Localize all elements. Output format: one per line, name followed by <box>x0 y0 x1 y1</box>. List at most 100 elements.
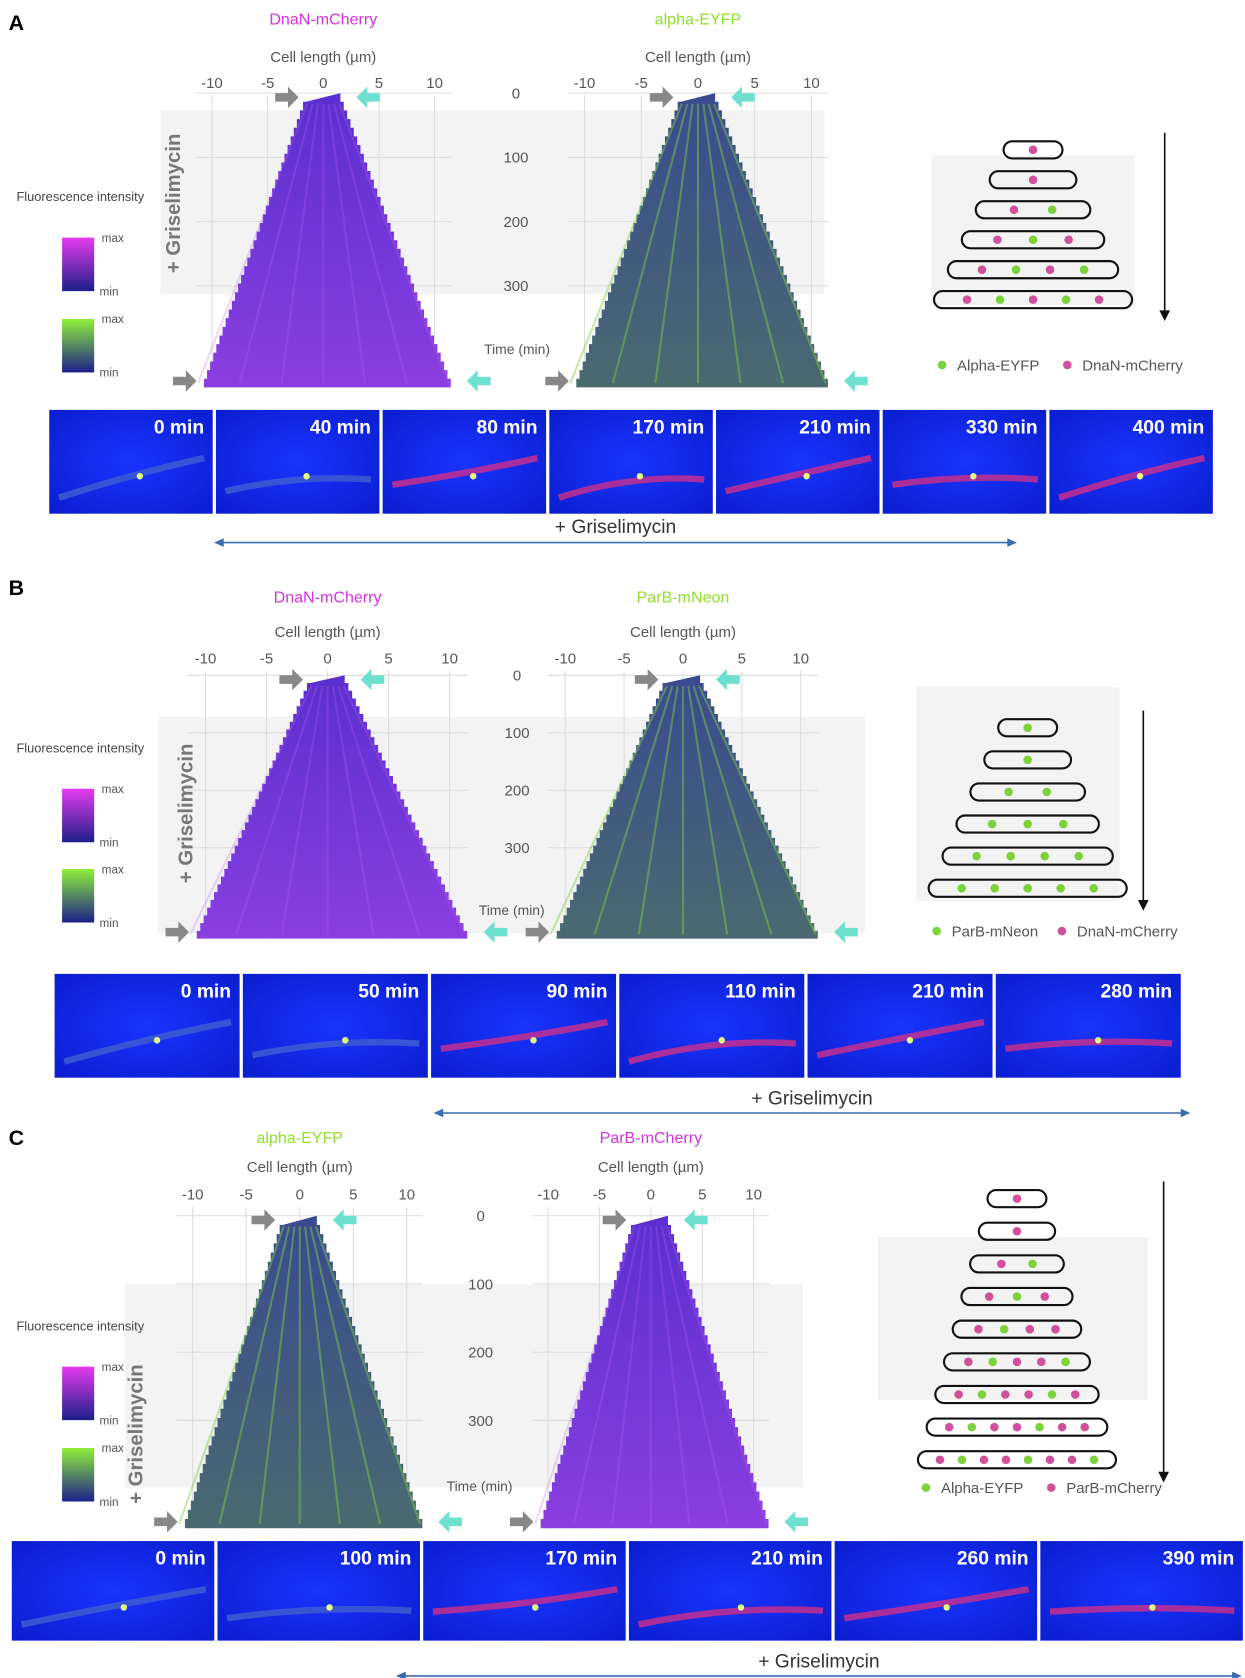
cell <box>918 1451 1116 1468</box>
spot <box>154 1037 160 1043</box>
intensity-title: Fluorescence intensity <box>16 189 144 204</box>
arrow <box>154 1511 178 1532</box>
x-tick-label: 5 <box>698 1187 706 1204</box>
focus <box>997 1260 1006 1269</box>
frame-time: 390 min <box>1163 1549 1235 1570</box>
timeline-label: + Griselimycin <box>758 1651 879 1672</box>
legend-label: DnaN-mCherry <box>1077 923 1178 940</box>
focus <box>1029 176 1038 185</box>
focus <box>1029 235 1038 244</box>
time-tick-label: 200 <box>505 783 530 800</box>
frame-time: 170 min <box>633 417 705 438</box>
focus <box>1095 295 1104 304</box>
time-tick-label: 200 <box>503 214 528 231</box>
time-tick-label: 300 <box>468 1413 493 1430</box>
spot <box>943 1604 949 1610</box>
kymo-title: DnaN-mCherry <box>274 589 382 607</box>
focus <box>957 884 966 893</box>
legend-label: ParB-mCherry <box>1066 1480 1162 1497</box>
arrow <box>684 1209 708 1230</box>
spot <box>1137 473 1143 479</box>
kymo-title: DnaN-mCherry <box>269 11 377 29</box>
focus <box>1029 146 1038 155</box>
focus <box>1061 1358 1070 1367</box>
legend-dot <box>932 927 941 936</box>
focus <box>1023 820 1032 829</box>
frame-time: 0 min <box>181 981 231 1002</box>
panel-label: C <box>9 1126 24 1150</box>
colorbar-max: max <box>102 232 124 245</box>
focus <box>978 1390 987 1399</box>
time-arrow-head <box>1138 900 1149 911</box>
kymo-title: ParB-mNeon <box>637 589 730 607</box>
x-tick-label: 5 <box>751 75 759 92</box>
x-tick-label: 10 <box>398 1187 415 1204</box>
x-tick-label: -5 <box>635 75 648 92</box>
focus <box>963 295 972 304</box>
spot <box>1149 1604 1155 1610</box>
spot <box>326 1604 332 1610</box>
intensity-title-text: Fluorescence intensity <box>16 740 144 755</box>
x-tick-label: -10 <box>537 1187 559 1204</box>
x-tick-label: 5 <box>384 651 392 668</box>
arrow <box>275 87 299 108</box>
focus <box>1013 1194 1022 1203</box>
treatment-label: + Griselimycin <box>163 134 185 274</box>
focus <box>1029 295 1038 304</box>
focus <box>978 265 987 274</box>
spot <box>719 1037 725 1043</box>
focus <box>1006 852 1015 861</box>
x-tick-label: 0 <box>679 651 687 668</box>
colorbar-max: max <box>102 783 124 796</box>
focus <box>1051 1325 1060 1334</box>
colorbar-min: min <box>100 367 119 380</box>
x-tick-label: 5 <box>375 75 383 92</box>
legend-dot <box>1047 1483 1056 1492</box>
focus <box>1064 235 1073 244</box>
arrow <box>361 669 385 690</box>
panel-label: A <box>9 11 24 35</box>
x-axis-label: Cell length (µm) <box>275 624 381 641</box>
focus <box>1080 1423 1089 1432</box>
focus <box>1074 852 1083 861</box>
time-tick-label: 300 <box>503 278 528 295</box>
frame-time: 0 min <box>154 417 204 438</box>
x-tick-label: 0 <box>296 1187 304 1204</box>
x-tick-label: -10 <box>574 75 596 92</box>
focus <box>1013 1227 1022 1236</box>
colorbar-min: min <box>100 285 119 298</box>
time-axis-label: Time (min) <box>447 1478 513 1494</box>
arrow <box>545 370 569 391</box>
colorbar <box>62 869 94 923</box>
kymo-title: ParB-mCherry <box>600 1129 703 1147</box>
colorbar-max: max <box>102 313 124 326</box>
frame-time: 170 min <box>545 1549 617 1570</box>
x-tick-label: 10 <box>792 651 809 668</box>
time-tick-label: 100 <box>468 1276 493 1293</box>
time-tick-label: 0 <box>476 1208 484 1225</box>
x-tick-label: -10 <box>201 75 223 92</box>
focus <box>1001 1390 1010 1399</box>
x-axis-label: Cell length (µm) <box>247 1159 353 1176</box>
focus <box>1068 1455 1077 1464</box>
spot <box>738 1604 744 1610</box>
x-tick-label: -5 <box>240 1187 253 1204</box>
spot <box>637 473 643 479</box>
focus <box>1037 1358 1046 1367</box>
legend-label: ParB-mNeon <box>952 923 1039 940</box>
spot <box>470 473 476 479</box>
treatment-label: + Griselimycin <box>176 744 198 884</box>
arrow <box>784 1511 808 1532</box>
focus <box>1042 788 1051 797</box>
focus <box>936 1455 945 1464</box>
kymo-title: alpha-EYFP <box>256 1129 343 1147</box>
time-axis-label: Time (min) <box>484 341 550 357</box>
frame-time: 40 min <box>310 417 371 438</box>
focus <box>993 235 1002 244</box>
focus <box>990 1423 999 1432</box>
x-tick-label: -5 <box>260 651 273 668</box>
focus <box>1000 1325 1009 1334</box>
arrow <box>635 669 659 690</box>
focus <box>1080 265 1089 274</box>
colorbar-min: min <box>100 1414 119 1427</box>
